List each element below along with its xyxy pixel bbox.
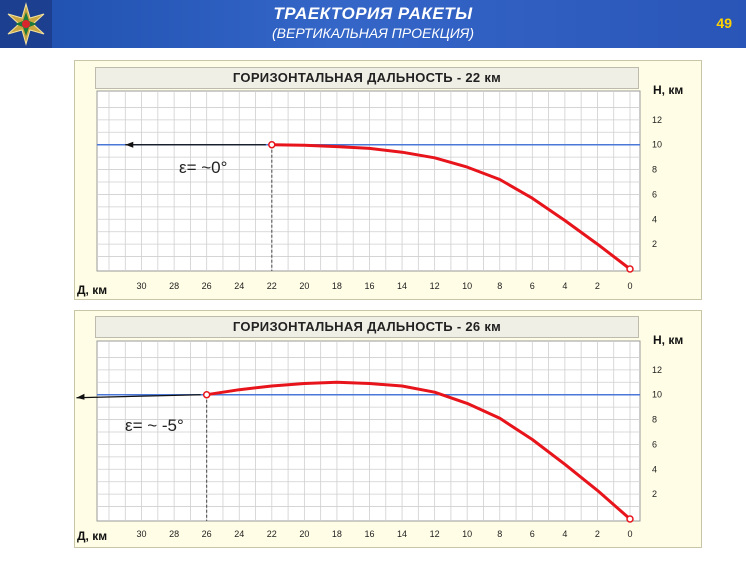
x-tick-label: 24 (234, 281, 244, 291)
y-tick-label: 12 (652, 365, 662, 375)
star-emblem-icon (0, 0, 52, 48)
chart-panel-top: ГОРИЗОНТАЛЬНАЯ ДАЛЬНОСТЬ - 22 км 30 28 26 2… (74, 60, 702, 300)
x-tick-label: 30 (137, 281, 147, 291)
y-tick-label: 8 (652, 165, 657, 175)
trajectory-point (401, 385, 403, 387)
x-tick-label: 4 (562, 281, 567, 291)
x-tick-label: 0 (627, 281, 632, 291)
y-tick-label: 10 (652, 140, 662, 150)
x-tick-label: 10 (462, 281, 472, 291)
y-tick-label: 8 (652, 415, 657, 425)
x-tick-label: 14 (397, 281, 407, 291)
x-tick-label: 20 (299, 529, 309, 539)
x-tick-label: 2 (595, 529, 600, 539)
x-tick-label: 8 (497, 281, 502, 291)
slide-header: ТРАЕКТОРИЯ РАКЕТЫ (ВЕРТИКАЛЬНАЯ ПРОЕКЦИЯ… (0, 0, 746, 48)
angle-annotation: ε= ~ -5° (125, 416, 184, 435)
x-tick-label: 12 (430, 281, 440, 291)
y-tick-label: 6 (652, 439, 657, 449)
trajectory-point (336, 381, 338, 383)
trajectory-line (206, 380, 631, 521)
trajectory-point (466, 166, 468, 168)
x-axis-label: Д, км (77, 529, 108, 543)
trajectory-point (401, 151, 403, 153)
y-tick-label: 2 (652, 489, 657, 499)
trajectory-point (368, 382, 371, 385)
x-tick-label: 22 (267, 281, 277, 291)
trajectory-point (564, 463, 566, 465)
y-tick-label: 12 (652, 115, 662, 125)
arrow-head (125, 141, 134, 148)
launch-point (268, 140, 276, 149)
chart-title: ГОРИЗОНТАЛЬНАЯ ДАЛЬНОСТЬ - 22 км (95, 67, 639, 89)
x-tick-label: 24 (234, 529, 244, 539)
plot-area (96, 90, 641, 272)
x-axis-label: Д, км (77, 283, 108, 297)
y-tick-label: 6 (652, 189, 657, 199)
chart-title: ГОРИЗОНТАЛЬНАЯ ДАЛЬНОСТЬ - 26 км (95, 316, 639, 338)
y-tick-label: 2 (652, 239, 657, 249)
x-tick-label: 18 (332, 281, 342, 291)
direction-arrow (76, 394, 201, 399)
impact-point (626, 265, 634, 273)
trajectory-point (499, 417, 501, 419)
x-tick-label: 0 (627, 529, 632, 539)
page-number: 49 (716, 15, 732, 31)
x-tick-label: 26 (202, 281, 212, 291)
x-tick-label: 22 (267, 529, 277, 539)
trajectory-point (336, 145, 338, 148)
launch-point (202, 390, 211, 399)
trajectory-point (303, 382, 305, 385)
trajectory-point (434, 391, 436, 393)
trajectory-point (499, 178, 501, 181)
x-tick-label: 14 (397, 529, 407, 539)
x-tick-label: 16 (364, 529, 374, 539)
x-tick-label: 28 (169, 529, 179, 539)
y-tick-label: 4 (652, 464, 657, 474)
x-tick-label: 26 (202, 529, 212, 539)
slide-title: ТРАЕКТОРИЯ РАКЕТЫ (273, 4, 473, 23)
trajectory-point (596, 243, 599, 245)
trajectory-point (596, 489, 599, 492)
x-tick-label: 20 (299, 281, 309, 291)
angle-annotation: ε= ~0° (179, 158, 228, 177)
y-axis-label: Н, км (653, 83, 684, 97)
trajectory-point (564, 219, 566, 222)
arrow-head (76, 393, 85, 400)
trajectory-point (434, 157, 436, 159)
trajectory-point (466, 402, 468, 405)
slide-subtitle: (ВЕРТИКАЛЬНАЯ ПРОЕКЦИЯ) (272, 25, 474, 41)
x-tick-label: 2 (595, 281, 600, 291)
trajectory-point (271, 385, 273, 387)
impact-point (626, 515, 634, 523)
y-tick-label: 4 (652, 214, 657, 224)
trajectory-point (368, 147, 371, 150)
trajectory-line (271, 143, 631, 271)
trajectory-point (531, 197, 533, 199)
x-tick-label: 30 (137, 529, 147, 539)
x-tick-label: 10 (462, 529, 472, 539)
y-tick-label: 10 (652, 390, 662, 400)
x-tick-label: 12 (430, 529, 440, 539)
x-tick-label: 18 (332, 529, 342, 539)
trajectory-point (531, 438, 533, 441)
x-tick-label: 6 (530, 281, 535, 291)
x-tick-label: 4 (562, 529, 567, 539)
x-tick-label: 28 (169, 281, 179, 291)
trajectory-point (238, 389, 240, 391)
x-tick-label: 16 (364, 281, 374, 291)
x-tick-label: 8 (497, 529, 502, 539)
y-axis-label: Н, км (653, 333, 684, 347)
x-tick-label: 6 (530, 529, 535, 539)
plot-area (96, 340, 641, 522)
chart-panel-bottom: ГОРИЗОНТАЛЬНАЯ ДАЛЬНОСТЬ - 26 км 30 28 26 2… (74, 310, 702, 548)
trajectory-point (303, 144, 305, 146)
